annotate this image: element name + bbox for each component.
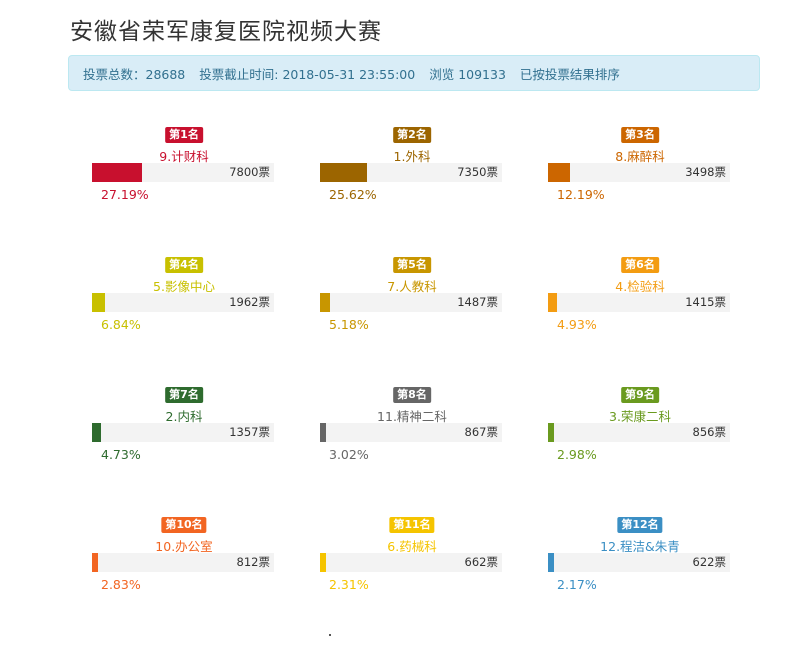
vote-percent: 3.02% (329, 447, 369, 462)
department-name[interactable]: 8.麻醉科 (615, 149, 665, 164)
department-name[interactable]: 7.人教科 (387, 279, 437, 294)
department-name[interactable]: 3.荣康二科 (609, 409, 671, 424)
ranking-card: 第11名 6.药械科 662票 2.31% (320, 517, 504, 607)
ranking-card: 第8名 11.精神二科 867票 3.02% (320, 387, 504, 477)
page-title: 安徽省荣军康复医院视频大赛 (70, 19, 382, 45)
vote-count: 622票 (692, 554, 726, 571)
vote-bar-track: 1487票 (320, 293, 502, 312)
vote-bar-fill (320, 553, 326, 572)
ranking-card: 第4名 5.影像中心 1962票 6.84% (92, 257, 276, 347)
sort-order-text: 已按投票结果排序 (519, 66, 620, 82)
ranking-card: 第1名 9.计财科 7800票 27.19% (92, 127, 276, 217)
rank-badge: 第1名 (165, 127, 203, 143)
vote-bar-track: 867票 (320, 423, 502, 442)
vote-percent: 2.17% (557, 577, 597, 592)
total-votes-text: 投票总数：28688 (83, 66, 186, 82)
vote-bar-fill (548, 293, 557, 312)
vote-percent: 6.84% (101, 317, 141, 332)
rank-badge: 第5名 (393, 257, 431, 273)
views-text: 浏览 109133 (429, 66, 506, 82)
stray-dot (329, 634, 331, 636)
vote-bar-track: 1357票 (92, 423, 274, 442)
rank-badge: 第2名 (393, 127, 431, 143)
vote-count: 867票 (464, 424, 498, 441)
department-name[interactable]: 9.计财科 (159, 149, 209, 164)
vote-bar-fill (92, 293, 105, 312)
vote-bar-track: 812票 (92, 553, 274, 572)
rank-badge: 第7名 (165, 387, 203, 403)
department-name[interactable]: 6.药械科 (387, 539, 437, 554)
vote-count: 1357票 (229, 424, 270, 441)
vote-count: 1962票 (229, 294, 270, 311)
deadline-text: 投票截止时间: 2018-05-31 23:55:00 (199, 66, 416, 82)
rank-badge: 第12名 (617, 517, 663, 533)
rank-badge: 第6名 (621, 257, 659, 273)
vote-percent: 2.83% (101, 577, 141, 592)
vote-bar-fill (320, 293, 330, 312)
ranking-card: 第6名 4.检验科 1415票 4.93% (548, 257, 732, 347)
vote-bar-track: 1962票 (92, 293, 274, 312)
vote-bar-fill (92, 553, 98, 572)
ranking-card: 第12名 12.程洁&朱青 622票 2.17% (548, 517, 732, 607)
vote-count: 3498票 (685, 164, 726, 181)
ranking-card: 第5名 7.人教科 1487票 5.18% (320, 257, 504, 347)
ranking-card: 第3名 8.麻醉科 3498票 12.19% (548, 127, 732, 217)
vote-count: 1415票 (685, 294, 726, 311)
rank-badge: 第8名 (393, 387, 431, 403)
vote-bar-track: 856票 (548, 423, 730, 442)
vote-percent: 4.73% (101, 447, 141, 462)
ranking-card: 第10名 10.办公室 812票 2.83% (92, 517, 276, 607)
vote-bar-track: 622票 (548, 553, 730, 572)
vote-bar-track: 3498票 (548, 163, 730, 182)
rank-badge: 第3名 (621, 127, 659, 143)
ranking-card: 第9名 3.荣康二科 856票 2.98% (548, 387, 732, 477)
vote-percent: 2.31% (329, 577, 369, 592)
vote-percent: 25.62% (329, 187, 377, 202)
vote-bar-track: 662票 (320, 553, 502, 572)
vote-bar-fill (548, 553, 554, 572)
department-name[interactable]: 5.影像中心 (153, 279, 215, 294)
vote-percent: 2.98% (557, 447, 597, 462)
vote-percent: 27.19% (101, 187, 149, 202)
vote-percent: 12.19% (557, 187, 605, 202)
vote-info-bar: 投票总数：28688 投票截止时间: 2018-05-31 23:55:00 浏… (68, 55, 760, 91)
vote-bar-track: 1415票 (548, 293, 730, 312)
rank-badge: 第10名 (161, 517, 207, 533)
rank-badge: 第9名 (621, 387, 659, 403)
vote-count: 662票 (464, 554, 498, 571)
vote-count: 7350票 (457, 164, 498, 181)
vote-bar-fill (548, 423, 554, 442)
vote-percent: 4.93% (557, 317, 597, 332)
vote-bar-track: 7350票 (320, 163, 502, 182)
vote-count: 856票 (692, 424, 726, 441)
rank-badge: 第11名 (389, 517, 435, 533)
department-name[interactable]: 1.外科 (393, 149, 431, 164)
vote-percent: 5.18% (329, 317, 369, 332)
vote-count: 7800票 (229, 164, 270, 181)
vote-bar-fill (320, 163, 367, 182)
vote-bar-fill (92, 163, 142, 182)
department-name[interactable]: 10.办公室 (155, 539, 213, 554)
department-name[interactable]: 2.内科 (165, 409, 203, 424)
vote-bar-fill (548, 163, 570, 182)
rank-badge: 第4名 (165, 257, 203, 273)
department-name[interactable]: 12.程洁&朱青 (600, 539, 680, 554)
vote-bar-fill (92, 423, 101, 442)
ranking-card: 第2名 1.外科 7350票 25.62% (320, 127, 504, 217)
department-name[interactable]: 11.精神二科 (377, 409, 447, 424)
ranking-card: 第7名 2.内科 1357票 4.73% (92, 387, 276, 477)
vote-bar-track: 7800票 (92, 163, 274, 182)
vote-count: 1487票 (457, 294, 498, 311)
vote-count: 812票 (236, 554, 270, 571)
department-name[interactable]: 4.检验科 (615, 279, 665, 294)
vote-bar-fill (320, 423, 326, 442)
